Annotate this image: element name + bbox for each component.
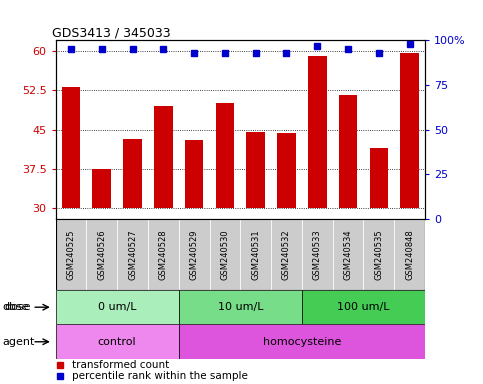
- Text: GSM240535: GSM240535: [374, 229, 384, 280]
- Text: GSM240534: GSM240534: [343, 229, 353, 280]
- Text: dose: dose: [5, 302, 31, 312]
- Bar: [246, 132, 265, 209]
- Text: control: control: [98, 337, 136, 347]
- Text: GSM240848: GSM240848: [405, 229, 414, 280]
- Bar: [62, 86, 80, 209]
- Text: GSM240527: GSM240527: [128, 229, 137, 280]
- Text: GSM240525: GSM240525: [67, 229, 75, 280]
- Bar: [308, 56, 327, 209]
- Bar: [302, 219, 333, 290]
- Bar: [148, 219, 179, 290]
- Text: GSM240531: GSM240531: [251, 229, 260, 280]
- Bar: [369, 148, 388, 209]
- Text: GSM240528: GSM240528: [159, 229, 168, 280]
- Bar: [185, 140, 203, 209]
- Bar: [394, 219, 425, 290]
- Bar: [154, 106, 172, 209]
- Text: GSM240532: GSM240532: [282, 229, 291, 280]
- Text: 0 um/L: 0 um/L: [98, 302, 136, 312]
- Bar: [179, 324, 425, 359]
- Text: dose: dose: [3, 302, 29, 312]
- Text: agent: agent: [3, 337, 35, 347]
- Bar: [210, 219, 240, 290]
- Bar: [277, 133, 296, 209]
- Bar: [92, 169, 111, 209]
- Text: GSM240526: GSM240526: [97, 229, 106, 280]
- Bar: [339, 96, 357, 209]
- Text: GDS3413 / 345033: GDS3413 / 345033: [52, 26, 170, 39]
- Bar: [56, 219, 86, 290]
- Bar: [86, 219, 117, 290]
- Bar: [364, 219, 394, 290]
- Text: transformed count: transformed count: [72, 360, 169, 370]
- Bar: [302, 290, 425, 324]
- Text: 100 um/L: 100 um/L: [337, 302, 390, 312]
- Bar: [215, 103, 234, 209]
- Bar: [117, 219, 148, 290]
- Bar: [123, 139, 142, 209]
- Text: GSM240529: GSM240529: [190, 229, 199, 280]
- Bar: [56, 324, 179, 359]
- Bar: [56, 290, 179, 324]
- Bar: [179, 290, 302, 324]
- Text: homocysteine: homocysteine: [263, 337, 341, 347]
- Text: percentile rank within the sample: percentile rank within the sample: [72, 371, 248, 381]
- Bar: [271, 219, 302, 290]
- Bar: [333, 219, 364, 290]
- Bar: [240, 219, 271, 290]
- Text: 10 um/L: 10 um/L: [217, 302, 263, 312]
- Bar: [400, 53, 419, 209]
- Bar: [179, 219, 210, 290]
- Text: GSM240530: GSM240530: [220, 229, 229, 280]
- Text: GSM240533: GSM240533: [313, 229, 322, 280]
